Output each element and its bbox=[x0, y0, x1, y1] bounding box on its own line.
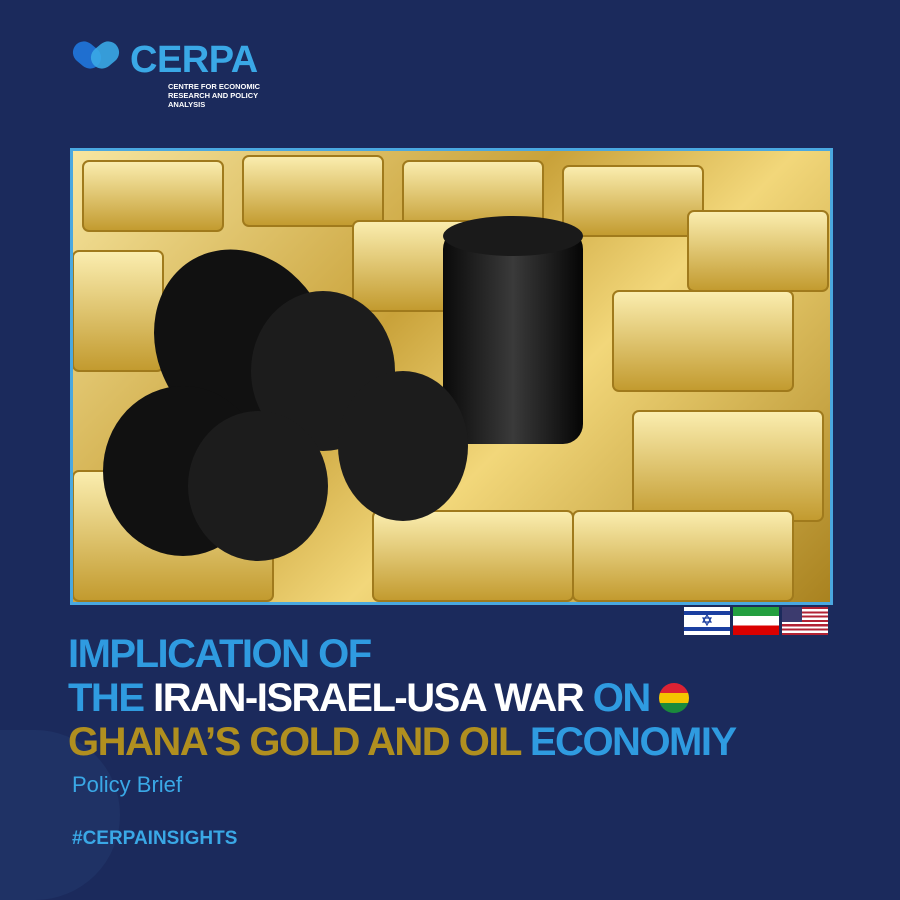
headline-line1: IMPLICATION OF bbox=[68, 632, 372, 676]
gold-oil-photo bbox=[70, 148, 833, 605]
israel-flag-icon bbox=[684, 607, 730, 635]
headline-war: IRAN-ISRAEL-USA WAR bbox=[153, 676, 585, 720]
heart-logo-icon bbox=[72, 41, 120, 69]
brand-name: CERPA bbox=[130, 39, 258, 81]
flags-group bbox=[684, 607, 828, 635]
headline-gold-oil: GHANA’S GOLD AND OIL bbox=[68, 720, 522, 764]
ghana-flag-icon bbox=[659, 683, 690, 713]
hashtag: #CERPAINSIGHTS bbox=[72, 828, 238, 849]
brand-subtitle: CENTRE FOR ECONOMIC RESEARCH AND POLICY … bbox=[168, 82, 261, 109]
cerpa-logo: CERPA CENTRE FOR ECONOMIC RESEARCH AND P… bbox=[70, 40, 278, 109]
headline-economy: ECONOMIY bbox=[529, 720, 737, 764]
headline: IMPLICATION OF THE IRAN-ISRAEL-USA WAR O… bbox=[68, 632, 888, 764]
headline-the: THE bbox=[68, 676, 145, 720]
headline-on: ON bbox=[592, 676, 652, 720]
usa-flag-icon bbox=[782, 607, 828, 635]
policy-brief-label: Policy Brief bbox=[72, 772, 183, 797]
iran-flag-icon bbox=[733, 607, 779, 635]
